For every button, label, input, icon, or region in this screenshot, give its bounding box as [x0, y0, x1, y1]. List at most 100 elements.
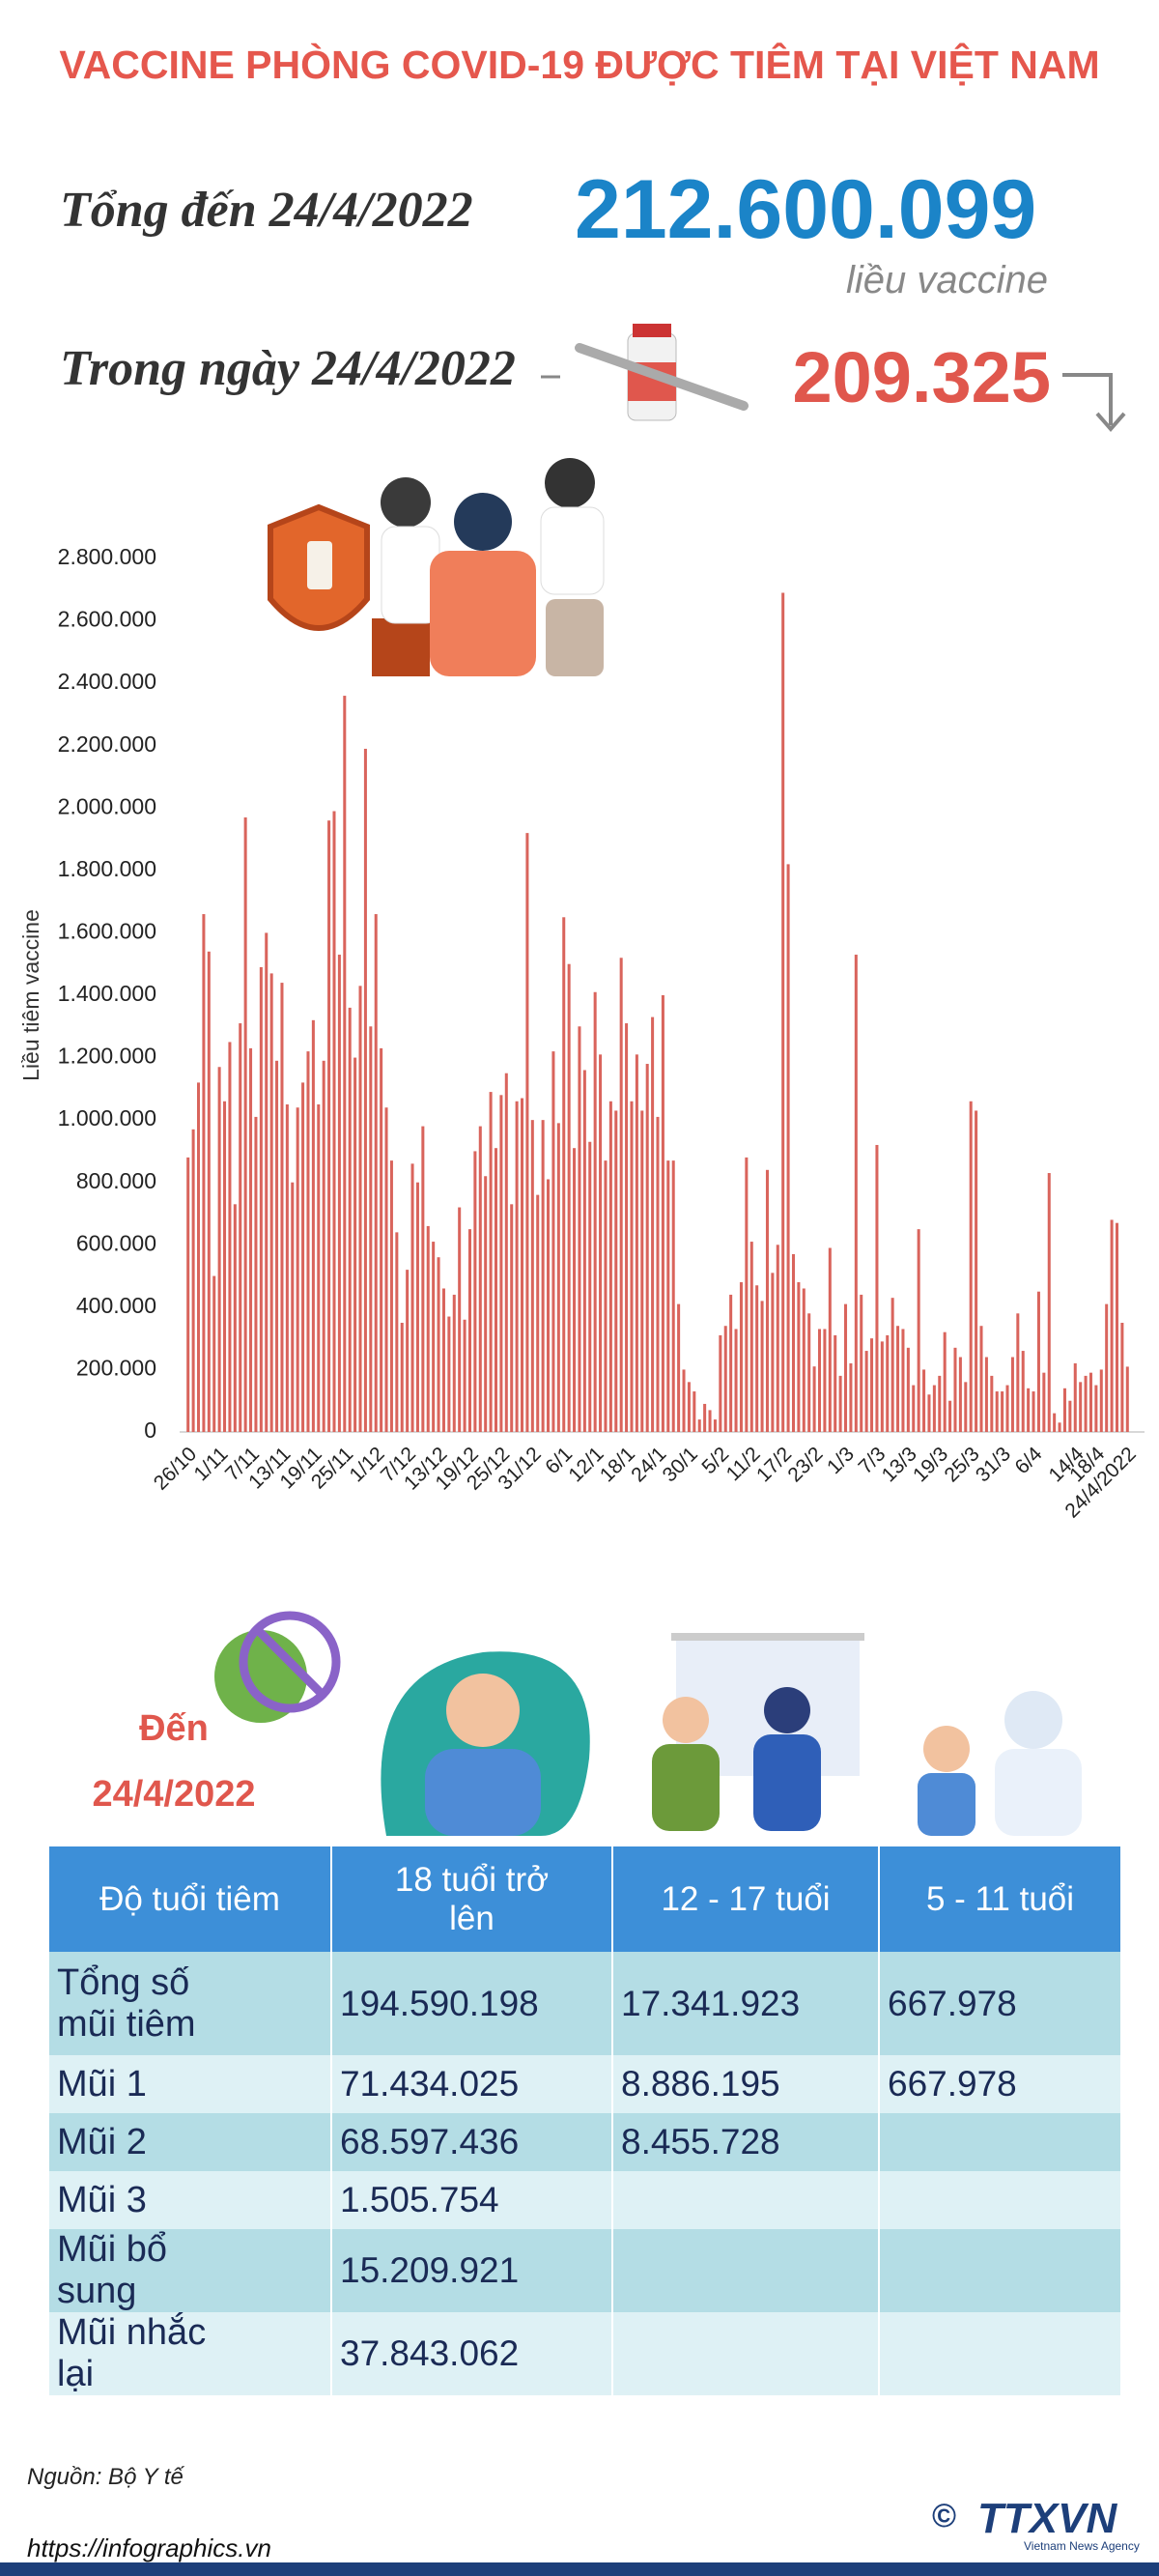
bar — [269, 973, 273, 1432]
value-cell: 194.590.198 — [331, 1952, 613, 2055]
day-label: Trong ngày 24/4/2022 — [60, 341, 516, 396]
total-label: Tổng đến 24/4/2022 — [60, 183, 473, 238]
bar — [802, 1288, 806, 1432]
bar — [380, 1047, 383, 1432]
bar — [864, 1351, 868, 1432]
value-cell — [879, 2229, 1122, 2312]
y-tick-label: 1.800.000 — [58, 856, 156, 881]
bar — [687, 1382, 691, 1432]
table-row: Tổng số mũi tiêm 194.590.198 17.341.923 667… — [49, 1952, 1122, 2055]
bar — [786, 864, 790, 1432]
bar — [343, 696, 347, 1432]
row-label: Mũi 2 — [57, 2121, 147, 2162]
x-tick-label: 30/1 — [659, 1443, 702, 1486]
y-tick-label: 1.400.000 — [58, 981, 156, 1006]
bar — [207, 951, 211, 1432]
bar — [1073, 1362, 1077, 1432]
y-tick-label: 1.200.000 — [58, 1044, 156, 1069]
cell-value: 667.978 — [888, 2064, 1017, 2104]
value-cell — [879, 2312, 1122, 2395]
bar — [608, 1101, 612, 1432]
bar — [614, 1110, 618, 1432]
bar — [995, 1391, 999, 1432]
y-tick-label: 0 — [144, 1417, 156, 1443]
bar — [1058, 1422, 1061, 1432]
bar — [1032, 1391, 1035, 1432]
bar — [504, 1073, 508, 1432]
bar — [765, 1169, 769, 1432]
bar — [337, 955, 341, 1432]
cell-value: 68.597.436 — [340, 2122, 520, 2161]
row-label: Mũi bổ sung — [57, 2229, 168, 2311]
bar — [1047, 1173, 1051, 1432]
total-unit: liều vaccine — [845, 259, 1048, 301]
table-illustrations — [214, 1611, 1082, 1836]
cell-value: 8.886.195 — [621, 2064, 780, 2104]
bar — [249, 1047, 253, 1432]
y-tick-label: 200.000 — [76, 1356, 156, 1381]
bar — [348, 1007, 352, 1432]
bar — [499, 1095, 503, 1432]
nurse-illustration — [652, 1633, 864, 1831]
row-label-cell: Mũi 1 — [49, 2055, 332, 2113]
value-cell: 17.341.923 — [612, 1952, 880, 2055]
header-cell: 18 tuổi trở lên — [331, 1846, 613, 1952]
y-tick-label: 2.400.000 — [58, 669, 156, 694]
y-tick-label: 400.000 — [76, 1293, 156, 1318]
cell-value: 71.434.025 — [340, 2064, 520, 2104]
value-cell: 667.978 — [879, 2055, 1122, 2113]
bar — [525, 833, 529, 1432]
bar — [202, 914, 206, 1432]
bar — [547, 1179, 551, 1432]
bar — [697, 1419, 701, 1432]
bar — [578, 1026, 581, 1432]
bar — [447, 1316, 451, 1432]
bar — [573, 1148, 577, 1432]
bar — [467, 1229, 471, 1432]
bar — [1084, 1375, 1088, 1432]
bar — [860, 1294, 863, 1432]
bar — [478, 1126, 482, 1432]
y-tick-label: 2.200.000 — [58, 731, 156, 757]
table-row: Mũi bổ sung 15.209.921 — [49, 2229, 1122, 2312]
value-cell: 1.505.754 — [331, 2171, 613, 2229]
bar — [713, 1419, 717, 1432]
bar — [322, 1060, 325, 1432]
source: Nguồn: Bộ Y tế — [27, 2464, 184, 2490]
bar — [541, 1120, 545, 1432]
bar — [760, 1301, 764, 1432]
bar — [1001, 1391, 1004, 1432]
bar — [953, 1347, 957, 1432]
bar — [1125, 1366, 1129, 1432]
bar — [458, 1207, 462, 1432]
bar — [358, 986, 362, 1432]
bar — [776, 1245, 779, 1432]
bar — [369, 1026, 373, 1432]
bar — [619, 958, 623, 1432]
bar — [259, 966, 263, 1432]
bar — [666, 1160, 670, 1432]
bar — [984, 1357, 988, 1432]
value-cell: 667.978 — [879, 1952, 1122, 2055]
bar — [582, 1070, 586, 1432]
bar — [645, 1064, 649, 1432]
bar — [489, 1092, 493, 1432]
bar — [938, 1375, 942, 1432]
bar — [353, 1057, 357, 1432]
bar — [588, 1141, 592, 1432]
header-text: 12 - 17 tuổi — [661, 1879, 831, 1918]
title: VACCINE PHÒNG COVID-19 ĐƯỢC TIÊM TẠI VIỆ… — [59, 43, 1100, 87]
arrow-down — [1062, 373, 1126, 433]
bar — [191, 1129, 195, 1432]
bar — [745, 1157, 749, 1432]
value-cell: 71.434.025 — [331, 2055, 613, 2113]
bar — [990, 1375, 994, 1432]
bar — [1110, 1219, 1114, 1432]
cell-value: 17.341.923 — [621, 1983, 801, 2023]
bar — [625, 1023, 629, 1432]
bar — [719, 1334, 722, 1432]
y-tick-label: 600.000 — [76, 1230, 156, 1255]
bar — [484, 1176, 488, 1432]
people-illustration — [268, 458, 605, 676]
bar — [562, 917, 566, 1432]
